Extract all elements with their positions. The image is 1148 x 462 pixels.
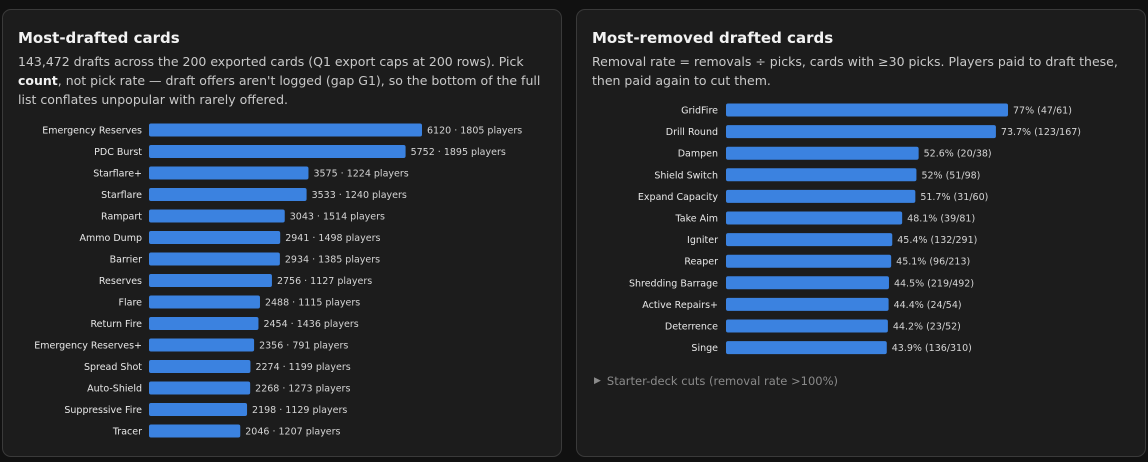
most-drafted-title: Most-drafted cards	[18, 29, 180, 47]
value-label: 2488 · 1115 players	[265, 298, 360, 309]
value-label: 73.7% (123/167)	[1001, 127, 1081, 138]
most-removed-description: Removal rate = removals ÷ picks, cards w…	[592, 54, 1118, 88]
bar	[149, 231, 281, 244]
bar	[726, 341, 887, 355]
value-label: 2274 · 1199 players	[255, 362, 350, 373]
category-label: Deterrence	[665, 322, 718, 333]
bar	[149, 295, 260, 309]
most-drafted-panel: Most-drafted cards 143,472 drafts across…	[2, 9, 562, 457]
value-label: 52% (51/98)	[921, 170, 980, 181]
category-label: Active Repairs+	[642, 300, 718, 311]
bar	[726, 168, 917, 182]
most-removed-panel: Most-removed drafted cards Removal rate …	[576, 9, 1146, 457]
value-label: 45.1% (96/213)	[896, 257, 970, 268]
value-label: 2941 · 1498 players	[285, 233, 380, 244]
bar	[149, 274, 272, 287]
value-label: 2756 · 1127 players	[277, 276, 372, 287]
value-label: 2454 · 1436 players	[263, 319, 358, 330]
value-label: 43.9% (136/310)	[892, 343, 972, 354]
bar	[149, 166, 309, 180]
bar	[726, 319, 888, 333]
most-removed-title: Most-removed drafted cards	[592, 29, 834, 47]
value-label: 3533 · 1240 players	[312, 190, 407, 201]
bar	[726, 211, 903, 225]
bar	[149, 317, 259, 330]
most-drafted-chart: Emergency Reserves 6120 · 1805 players PDC…	[34, 123, 522, 438]
bar	[149, 252, 280, 266]
bar	[726, 125, 996, 139]
description-text: 143,472 drafts across the 200 exported c…	[18, 54, 524, 69]
bar	[149, 338, 255, 352]
category-label: Singe	[691, 343, 718, 354]
category-label: Shield Switch	[654, 170, 718, 181]
category-label: Return Fire	[91, 319, 143, 330]
category-label: Auto-Shield	[87, 384, 142, 395]
bar	[726, 103, 1008, 117]
value-label: 2934 · 1385 players	[285, 255, 380, 266]
category-label: Tracer	[112, 427, 142, 438]
triangle-right-icon: ▶	[594, 376, 601, 386]
category-label: Drill Round	[666, 127, 718, 138]
category-label: GridFire	[681, 106, 718, 117]
bar	[149, 360, 251, 373]
category-label: Emergency Reserves	[42, 126, 142, 137]
category-label: Starflare+	[93, 169, 142, 180]
category-label: Reaper	[684, 257, 718, 268]
value-label: 51.7% (31/60)	[920, 192, 988, 203]
category-label: Shredding Barrage	[629, 278, 718, 289]
value-label: 2198 · 1129 players	[252, 405, 347, 416]
category-label: Reserves	[99, 276, 142, 287]
category-label: Rampart	[101, 212, 142, 223]
value-label: 6120 · 1805 players	[427, 126, 522, 137]
value-label: 45.4% (132/291)	[897, 235, 977, 246]
value-label: 5752 · 1895 players	[411, 147, 506, 158]
value-label: 48.1% (39/81)	[907, 214, 975, 225]
most-drafted-description: 143,472 drafts across the 200 exported c…	[18, 52, 548, 109]
value-label: 2046 · 1207 players	[245, 427, 340, 438]
bar	[726, 233, 893, 247]
value-label: 44.4% (24/54)	[894, 300, 962, 311]
most-removed-chart: GridFire 77% (47/61) Drill Round 73.7% (123…	[629, 103, 1081, 355]
bar	[726, 146, 919, 160]
bar	[149, 381, 251, 395]
value-label: 3575 · 1224 players	[313, 169, 408, 180]
bar	[726, 254, 892, 268]
category-label: Flare	[119, 298, 143, 309]
bar	[149, 123, 422, 137]
value-label: 2356 · 791 players	[259, 341, 348, 352]
bar	[726, 297, 889, 311]
bar	[149, 209, 285, 223]
value-label: 44.2% (23/52)	[893, 322, 961, 333]
value-label: 77% (47/61)	[1013, 106, 1072, 117]
category-label: Barrier	[110, 255, 142, 266]
value-label: 2268 · 1273 players	[255, 384, 350, 395]
bar	[149, 188, 307, 201]
category-label: Ammo Dump	[80, 233, 142, 244]
category-label: Emergency Reserves+	[34, 341, 142, 352]
description-text: , not pick rate — draft offers aren't lo…	[18, 73, 541, 107]
bar	[149, 145, 406, 158]
category-label: PDC Burst	[94, 147, 142, 158]
value-label: 52.6% (20/38)	[924, 149, 992, 160]
bar	[149, 403, 248, 416]
bar	[726, 189, 916, 203]
bar	[149, 424, 241, 438]
category-label: Suppressive Fire	[64, 405, 142, 416]
description-emphasis: count	[18, 73, 58, 88]
category-label: Take Aim	[675, 214, 718, 225]
category-label: Spread Shot	[84, 362, 142, 373]
category-label: Igniter	[687, 235, 718, 246]
starter-deck-cuts-label: Starter-deck cuts (removal rate >100%)	[606, 374, 839, 388]
category-label: Starflare	[101, 190, 142, 201]
category-label: Expand Capacity	[638, 192, 718, 203]
value-label: 3043 · 1514 players	[290, 212, 385, 223]
starter-deck-cuts-toggle[interactable]: ▶ Starter-deck cuts (removal rate >100%)	[594, 374, 838, 388]
value-label: 44.5% (219/492)	[894, 278, 974, 289]
category-label: Dampen	[678, 149, 718, 160]
bar	[726, 276, 889, 290]
